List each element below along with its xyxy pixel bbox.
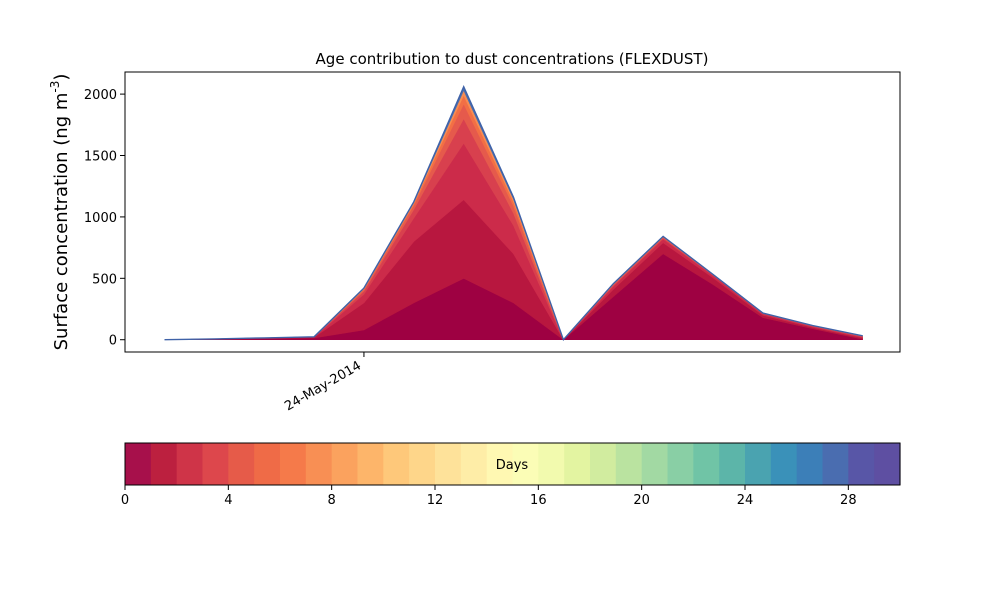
colorbar-segment bbox=[254, 443, 281, 485]
colorbar-segment bbox=[460, 443, 488, 485]
colorbar-segment bbox=[796, 443, 824, 485]
colorbar-segment bbox=[125, 443, 152, 485]
y-axis-label-superscript: -3 bbox=[48, 81, 62, 93]
colorbar-segment bbox=[538, 443, 565, 485]
colorbar-tick-label: 20 bbox=[633, 493, 650, 508]
colorbar-segment bbox=[512, 443, 539, 485]
colorbar bbox=[125, 443, 901, 485]
y-tick-label: 2000 bbox=[84, 88, 117, 103]
colorbar-segment bbox=[719, 443, 746, 485]
colorbar-axis: 0 4 8 12 16 20 24 28 bbox=[121, 485, 857, 508]
y-tick-label: 1500 bbox=[84, 150, 117, 165]
colorbar-segment bbox=[770, 443, 798, 485]
colorbar-segment bbox=[822, 443, 849, 485]
y-tick-label: 500 bbox=[92, 272, 117, 287]
colorbar-tick-label: 12 bbox=[427, 493, 444, 508]
total-outline bbox=[164, 84, 863, 342]
colorbar-segment bbox=[615, 443, 643, 485]
y-axis-label-close: ) bbox=[51, 74, 72, 81]
colorbar-segment bbox=[150, 443, 178, 485]
colorbar-frame bbox=[124, 442, 901, 486]
colorbar-segment bbox=[564, 443, 591, 485]
colorbar-segment bbox=[693, 443, 720, 485]
colorbar-segment bbox=[280, 443, 307, 485]
x-tick-label: 24-May-2014 bbox=[282, 358, 364, 414]
colorbar-segment bbox=[383, 443, 410, 485]
colorbar-segment bbox=[486, 443, 514, 485]
colorbar-tick-label: 28 bbox=[840, 493, 857, 508]
y-tick-label: 0 bbox=[109, 334, 117, 349]
y-axis-label: Surface concentration (ng m-3) bbox=[48, 74, 72, 351]
colorbar-segment bbox=[590, 443, 617, 485]
colorbar-tick-label: 0 bbox=[121, 493, 129, 508]
colorbar-label: Days bbox=[496, 458, 529, 473]
colorbar-segment bbox=[874, 443, 901, 485]
y-axis-label-text: Surface concentration (ng m bbox=[51, 93, 72, 351]
colorbar-segment bbox=[641, 443, 669, 485]
colorbar-tick-label: 24 bbox=[737, 493, 754, 508]
colorbar-segment bbox=[331, 443, 359, 485]
y-tick-label: 1000 bbox=[84, 211, 117, 226]
chart-title: Age contribution to dust concentrations … bbox=[316, 50, 709, 68]
colorbar-segment bbox=[667, 443, 694, 485]
colorbar-segment bbox=[745, 443, 772, 485]
colorbar-segment bbox=[357, 443, 384, 485]
colorbar-segment bbox=[435, 443, 462, 485]
plot-frame bbox=[124, 71, 901, 353]
colorbar-tick-label: 16 bbox=[530, 493, 547, 508]
colorbar-segment bbox=[305, 443, 333, 485]
colorbar-segment bbox=[202, 443, 229, 485]
colorbar-tick-label: 4 bbox=[224, 493, 232, 508]
colorbar-segment bbox=[176, 443, 204, 485]
svg-text:Surface concentration (ng m-3): Surface concentration (ng m-3) bbox=[48, 74, 72, 351]
colorbar-tick-label: 8 bbox=[328, 493, 336, 508]
plot-area bbox=[164, 84, 863, 342]
colorbar-segment bbox=[228, 443, 255, 485]
colorbar-segment bbox=[848, 443, 875, 485]
x-axis: 24-May-2014 bbox=[282, 352, 365, 414]
colorbar-segment bbox=[409, 443, 436, 485]
y-axis: 0 500 1000 1500 2000 bbox=[84, 88, 125, 349]
